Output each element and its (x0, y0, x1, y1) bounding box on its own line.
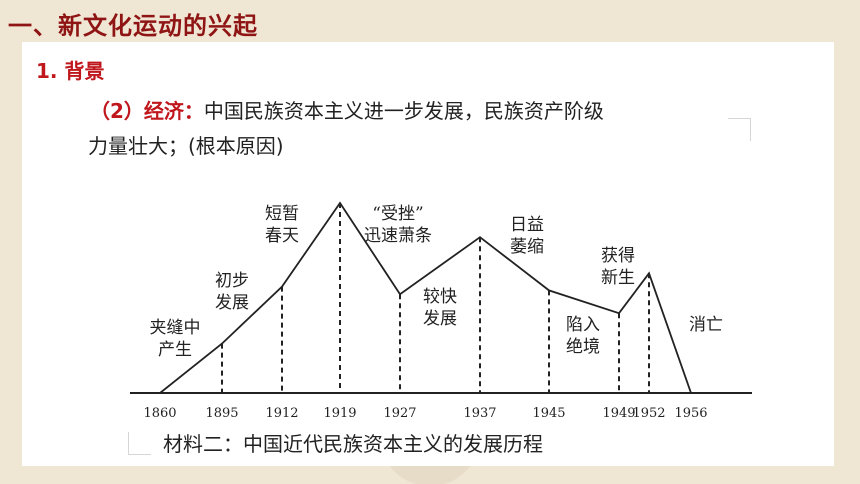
phase-label: 迅速萧条 (364, 226, 432, 246)
phase-label: “受挫” (372, 204, 423, 224)
paragraph-line-1: （2）经济：中国民族资本主义进一步发展，民族资产阶级 (88, 94, 748, 129)
phase-label: 发展 (215, 293, 249, 313)
phase-label: 日益 (510, 215, 544, 235)
paragraph-line-2: 力量壮大；(根本原因) (88, 134, 284, 158)
corner-mark (728, 118, 751, 141)
data-point (479, 236, 481, 238)
phase-label: 绝境 (566, 337, 600, 357)
phase-label: 萎缩 (510, 237, 544, 257)
x-tick-label: 1956 (674, 406, 707, 421)
series-line (159, 201, 692, 394)
paragraph: （2）经济：中国民族资本主义进一步发展，民族资产阶级 力量壮大；(根本原因) (88, 94, 748, 164)
phase-label: 短暂 (265, 204, 299, 224)
phase-label: 初步 (215, 271, 249, 291)
x-tick-label: 1945 (532, 406, 565, 421)
data-point (339, 202, 341, 204)
data-point (648, 272, 650, 275)
phase-label: 消亡 (689, 315, 723, 335)
x-tick-label: 1937 (463, 406, 496, 421)
data-point (221, 342, 223, 345)
section-title: 1. 背景 (36, 59, 105, 83)
data-point (399, 293, 401, 296)
data-point (690, 392, 692, 394)
x-tick-label: 1952 (632, 406, 665, 421)
x-tick-label: 1912 (265, 406, 298, 421)
content-panel (22, 42, 834, 466)
x-tick-label: 1860 (143, 406, 176, 421)
page-title: 一、新文化运动的兴起 (8, 12, 258, 40)
phase-label: 陷入 (566, 315, 600, 335)
paragraph-text: 中国民族资本主义进一步发展，民族资产阶级 (203, 99, 604, 123)
x-tick-label: 1927 (383, 406, 416, 421)
phase-label: 获得 (601, 246, 635, 266)
data-point (548, 289, 550, 292)
chart-caption: 材料二：中国近代民族资本主义的发展历程 (163, 432, 543, 456)
x-tick-label: 1919 (323, 406, 356, 421)
data-point (618, 312, 620, 315)
paragraph-label: （2）经济： (90, 99, 204, 123)
data-point (159, 392, 161, 394)
x-tick-label: 1949 (602, 406, 635, 421)
phase-label: 夹缝中 (150, 318, 201, 338)
x-tick-label: 1895 (205, 406, 238, 421)
phase-label: 产生 (158, 340, 192, 360)
data-point (281, 285, 283, 288)
phase-label: 春天 (265, 226, 299, 246)
phase-label: 发展 (423, 309, 457, 329)
phase-label: 新生 (601, 268, 635, 288)
phase-label: 较快 (423, 287, 457, 307)
corner-mark (128, 432, 151, 455)
